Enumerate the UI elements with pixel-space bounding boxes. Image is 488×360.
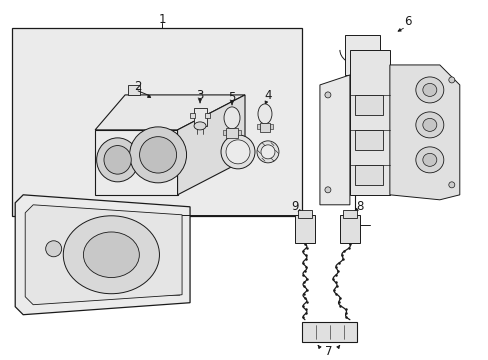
Text: 2: 2	[134, 80, 142, 93]
Bar	[204, 113, 210, 118]
Bar	[354, 165, 382, 185]
Ellipse shape	[258, 104, 271, 124]
Ellipse shape	[225, 140, 249, 164]
Circle shape	[45, 241, 61, 257]
Bar	[354, 130, 382, 150]
Bar	[190, 113, 195, 118]
Text: 1: 1	[158, 13, 165, 27]
Ellipse shape	[422, 84, 436, 96]
Text: 7: 7	[325, 345, 332, 358]
Bar	[342, 210, 356, 218]
Ellipse shape	[261, 145, 274, 159]
Text: 9: 9	[291, 200, 298, 213]
Bar	[238, 130, 241, 135]
Ellipse shape	[415, 147, 443, 173]
Ellipse shape	[415, 112, 443, 138]
Bar	[194, 108, 206, 126]
Ellipse shape	[97, 138, 138, 182]
Polygon shape	[15, 195, 190, 315]
Text: 6: 6	[403, 15, 411, 28]
Bar	[301, 322, 356, 342]
Ellipse shape	[129, 127, 186, 183]
Circle shape	[448, 182, 454, 188]
Bar	[225, 128, 238, 138]
Polygon shape	[319, 75, 349, 205]
Polygon shape	[349, 50, 389, 195]
Bar	[223, 130, 225, 135]
Polygon shape	[177, 95, 244, 195]
Ellipse shape	[257, 141, 278, 163]
Ellipse shape	[104, 145, 131, 174]
Polygon shape	[25, 205, 182, 305]
Text: 8: 8	[355, 200, 363, 213]
Ellipse shape	[83, 232, 139, 278]
Polygon shape	[95, 130, 177, 195]
Bar	[269, 124, 272, 129]
Ellipse shape	[221, 135, 254, 169]
Bar	[260, 123, 269, 132]
Polygon shape	[389, 65, 459, 200]
Ellipse shape	[422, 118, 436, 131]
Text: 4: 4	[264, 89, 271, 102]
Polygon shape	[128, 85, 140, 95]
Ellipse shape	[224, 107, 240, 129]
Ellipse shape	[139, 137, 176, 173]
Circle shape	[324, 187, 330, 193]
Bar	[297, 210, 311, 218]
Bar	[294, 215, 314, 243]
Bar	[354, 95, 382, 115]
Bar	[12, 28, 301, 216]
Text: 5: 5	[228, 91, 235, 104]
Ellipse shape	[63, 216, 159, 294]
Text: 3: 3	[196, 89, 203, 102]
Ellipse shape	[415, 77, 443, 103]
Bar	[339, 215, 359, 243]
Ellipse shape	[194, 122, 205, 130]
Circle shape	[448, 77, 454, 83]
Bar	[257, 124, 260, 129]
Circle shape	[324, 92, 330, 98]
Polygon shape	[95, 95, 244, 130]
Polygon shape	[344, 35, 379, 75]
Ellipse shape	[422, 153, 436, 166]
